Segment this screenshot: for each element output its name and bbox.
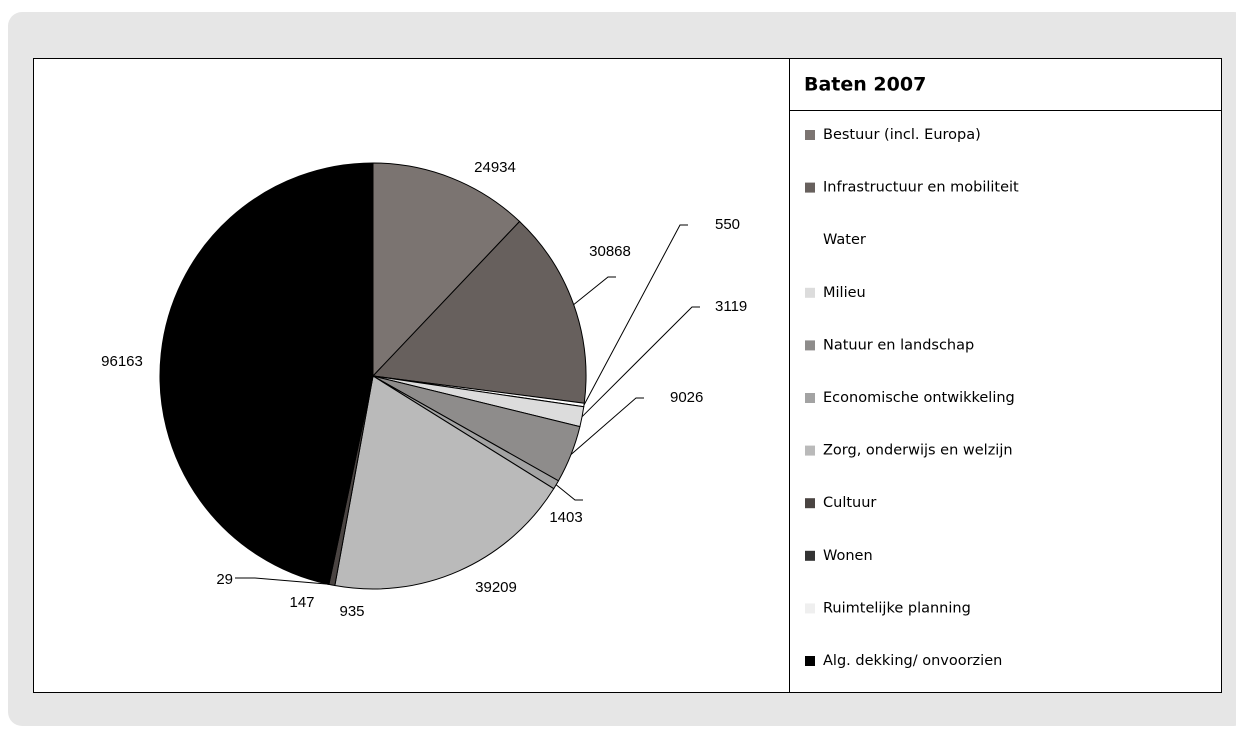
- data-label: 1403: [549, 509, 582, 526]
- leader-line: [581, 306, 700, 418]
- legend-swatch: [805, 393, 815, 403]
- legend-swatch: [805, 130, 815, 140]
- data-label: 935: [339, 603, 364, 620]
- legend-swatch: [805, 182, 815, 193]
- legend-label: Wonen: [823, 548, 873, 564]
- data-label: 147: [289, 594, 314, 611]
- legend-swatch: [805, 656, 815, 666]
- pie-slice: [334, 375, 555, 590]
- legend-label: Natuur en landschap: [823, 337, 974, 353]
- data-label: 96163: [101, 353, 143, 370]
- legend-swatch: [805, 445, 815, 456]
- data-label: 9026: [670, 389, 703, 406]
- pie-slice: [371, 220, 587, 404]
- legend-label: Alg. dekking/ onvoorzien: [823, 653, 1002, 669]
- leader-line: [570, 397, 644, 455]
- legend-swatch: [805, 498, 815, 509]
- legend-swatch: [805, 235, 815, 246]
- data-label: 3119: [715, 298, 747, 315]
- legend-label: Economische ontwikkeling: [823, 390, 1015, 406]
- legend-swatch: [805, 603, 815, 614]
- legend-label: Zorg, onderwijs en welzijn: [823, 443, 1013, 459]
- legend-swatch: [805, 550, 815, 561]
- legend-label: Cultuur: [823, 495, 876, 511]
- data-label: 24934: [474, 159, 516, 176]
- legend-swatch: [805, 287, 815, 298]
- legend-label: Milieu: [823, 285, 866, 301]
- leader-line: [235, 577, 328, 585]
- legend-label: Bestuur (incl. Europa): [823, 127, 981, 143]
- data-label: 30868: [589, 243, 631, 260]
- legend-label: Water: [823, 232, 866, 248]
- pie-slice: [159, 162, 374, 585]
- leader-line: [583, 224, 688, 406]
- chart-title: Baten 2007: [804, 74, 926, 96]
- data-label: 29: [216, 571, 233, 588]
- legend-swatch: [805, 340, 815, 351]
- data-label: 39209: [475, 579, 517, 596]
- pie-slice: [372, 162, 521, 378]
- data-label: 550: [715, 216, 740, 233]
- legend-label: Ruimtelijke planning: [823, 600, 971, 616]
- legend-label: Infrastructuur en mobiliteit: [823, 180, 1019, 196]
- leader-line: [573, 276, 616, 305]
- leader-line: [555, 484, 583, 501]
